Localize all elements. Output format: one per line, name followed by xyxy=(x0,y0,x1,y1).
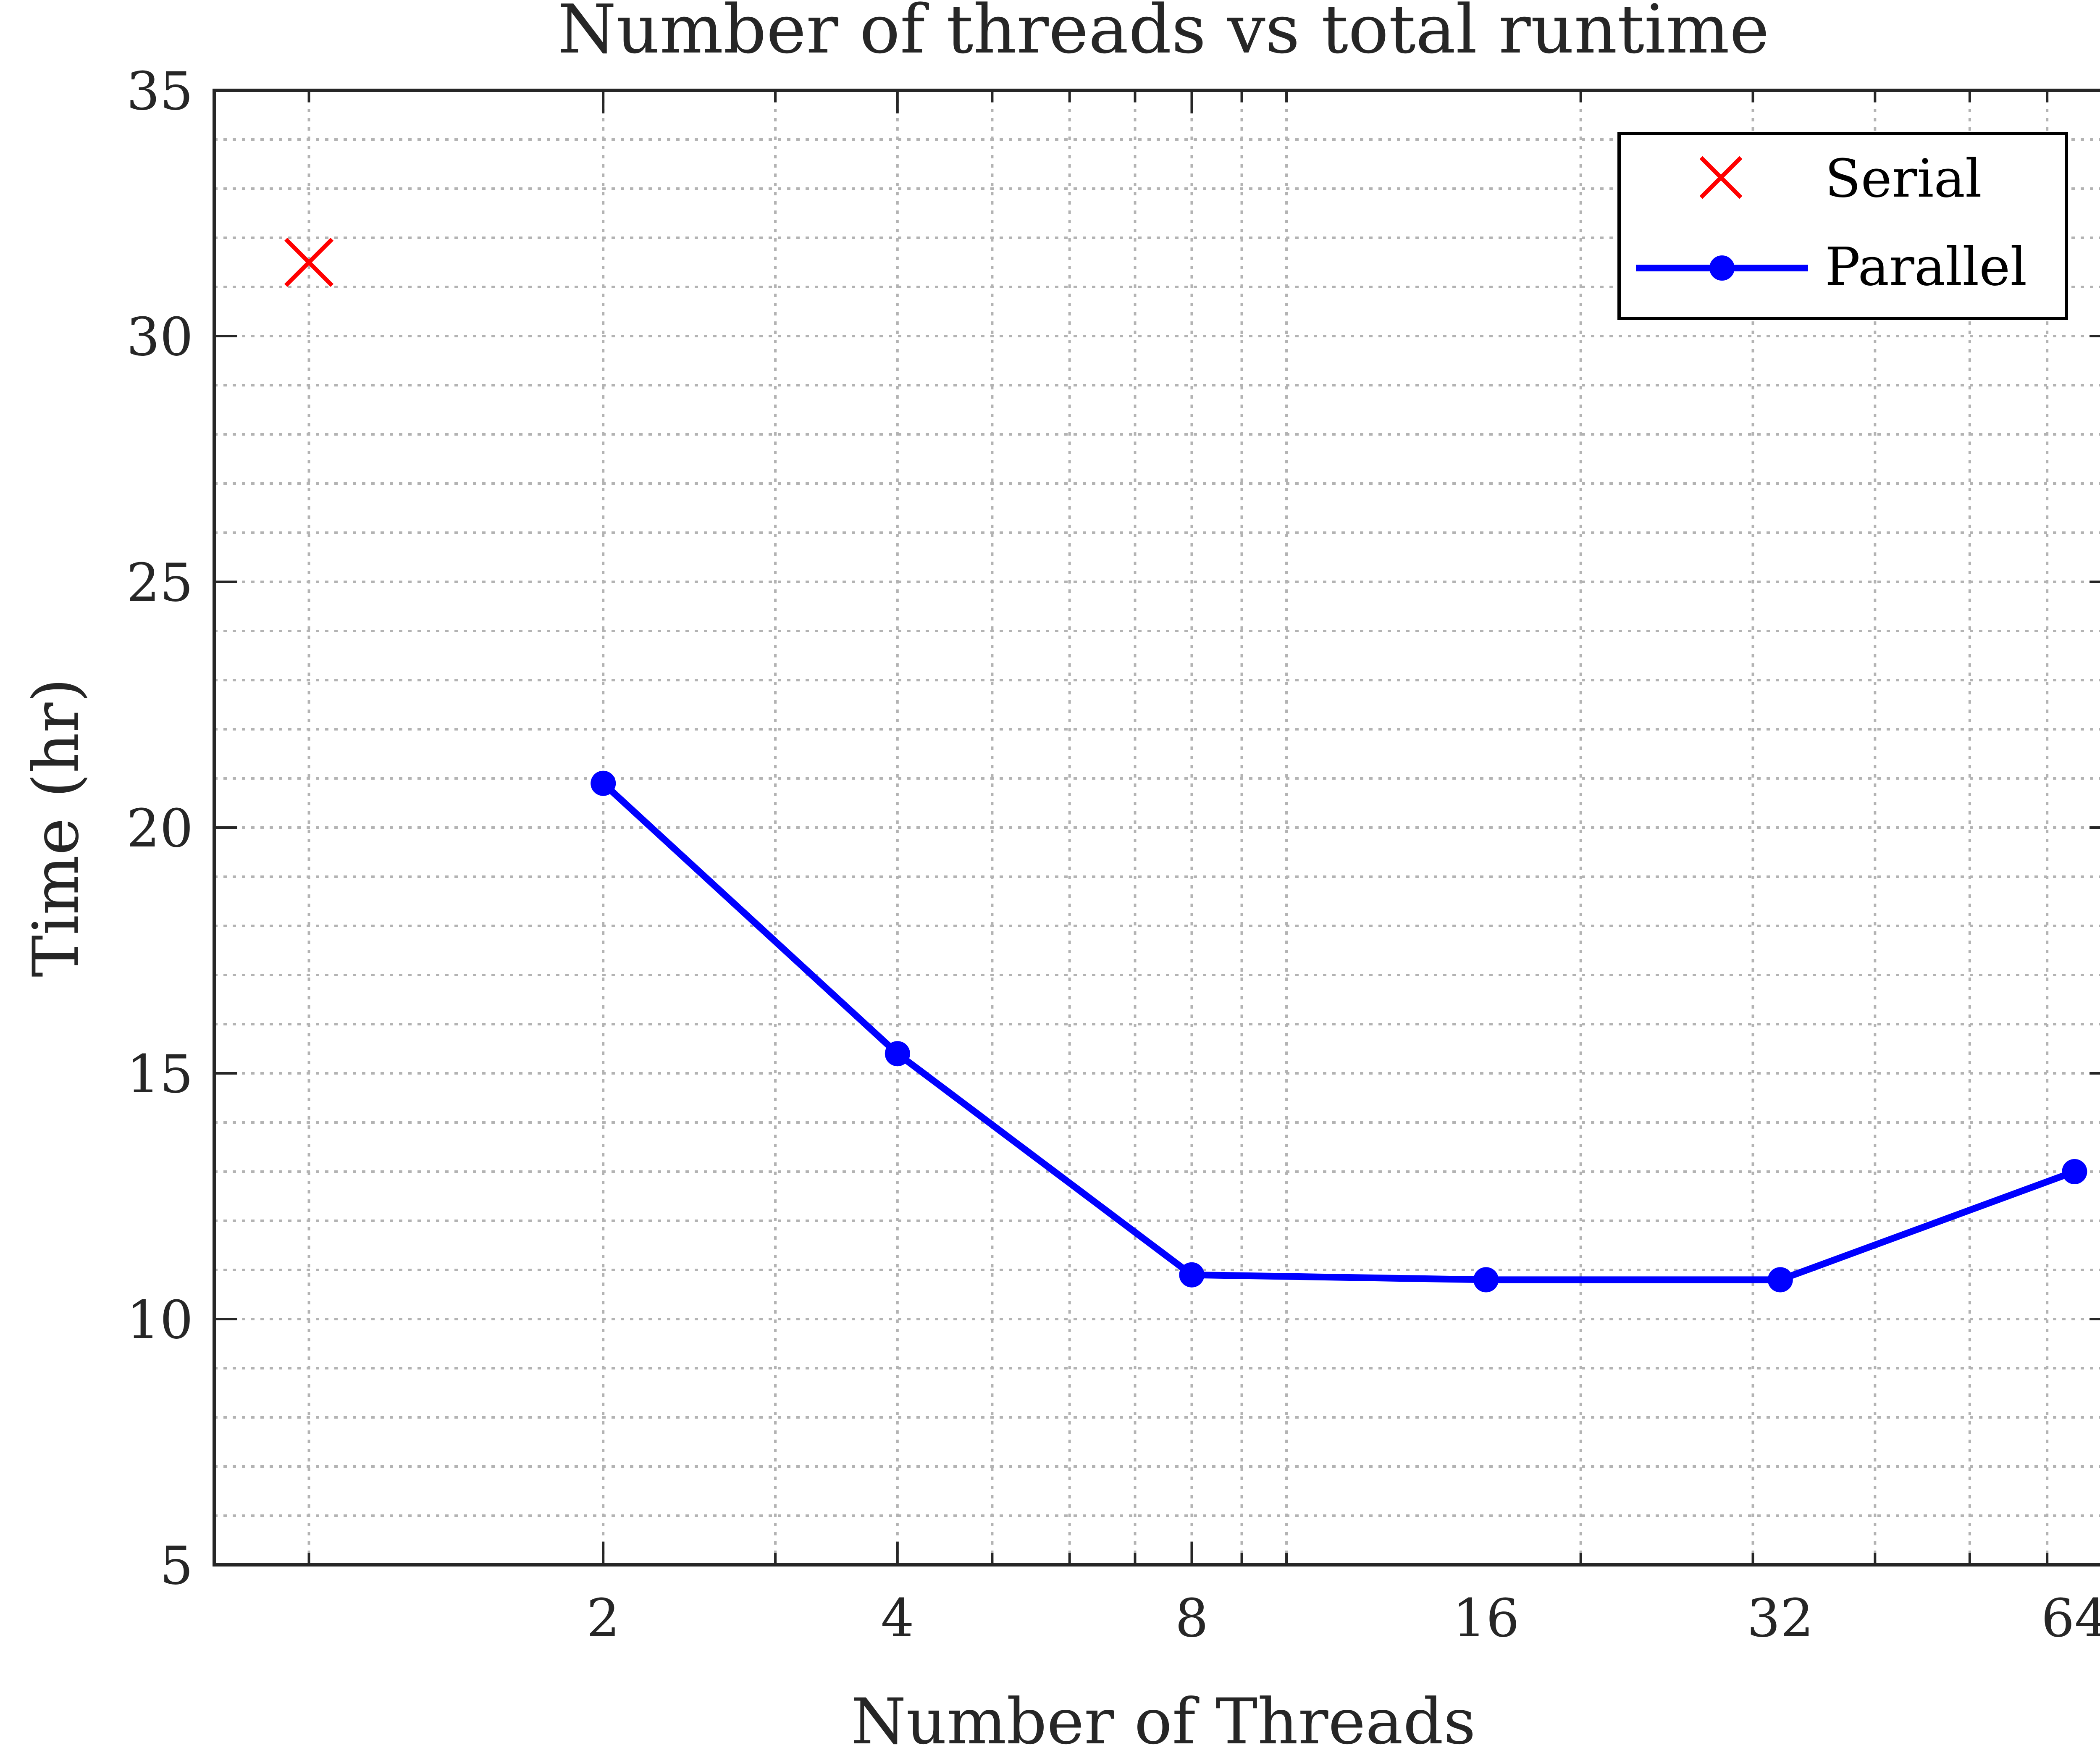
serial-point xyxy=(284,237,334,287)
x-tick-label: 4 xyxy=(881,1588,914,1649)
parallel-point xyxy=(591,770,616,796)
x-tick-label: 32 xyxy=(1747,1588,1814,1649)
chart-title: Number of threads vs total runtime xyxy=(557,0,1769,68)
parallel-point xyxy=(1179,1262,1205,1288)
y-tick-label: 15 xyxy=(126,1044,193,1105)
parallel-point xyxy=(2062,1159,2087,1184)
series-layer xyxy=(284,237,2087,1293)
tick-marks xyxy=(214,89,2100,1566)
parallel-point xyxy=(885,1041,910,1067)
legend: Serial Parallel xyxy=(1617,132,2068,320)
x-tick-label: 16 xyxy=(1453,1588,1520,1649)
legend-serial-marker xyxy=(1699,156,1743,199)
y-tick-label: 5 xyxy=(160,1535,193,1596)
y-tick-label: 30 xyxy=(126,307,193,368)
legend-box xyxy=(1617,132,2068,320)
y-tick-label: 10 xyxy=(126,1290,193,1351)
y-tick-label: 35 xyxy=(126,61,193,122)
x-tick-label: 64 xyxy=(2041,1588,2100,1649)
legend-label-serial: Serial xyxy=(1825,148,1982,209)
tick-labels: 2 4 8 16 32 64 5 10 15 20 25 30 35 xyxy=(126,61,2100,1649)
legend-label-parallel: Parallel xyxy=(1825,237,2027,297)
parallel-point xyxy=(1473,1267,1499,1293)
y-tick-label: 25 xyxy=(126,552,193,613)
x-tick-label: 2 xyxy=(586,1588,620,1649)
y-axis-label: Time (hr) xyxy=(20,678,93,977)
parallel-point xyxy=(1767,1267,1793,1293)
legend-parallel-marker xyxy=(1709,255,1735,281)
x-axis-label: Number of Threads xyxy=(851,1685,1475,1758)
x-tick-label: 8 xyxy=(1175,1588,1209,1649)
series-line-parallel xyxy=(601,781,2076,1283)
y-tick-label: 20 xyxy=(126,798,193,859)
serial-point-stroke xyxy=(284,237,334,287)
